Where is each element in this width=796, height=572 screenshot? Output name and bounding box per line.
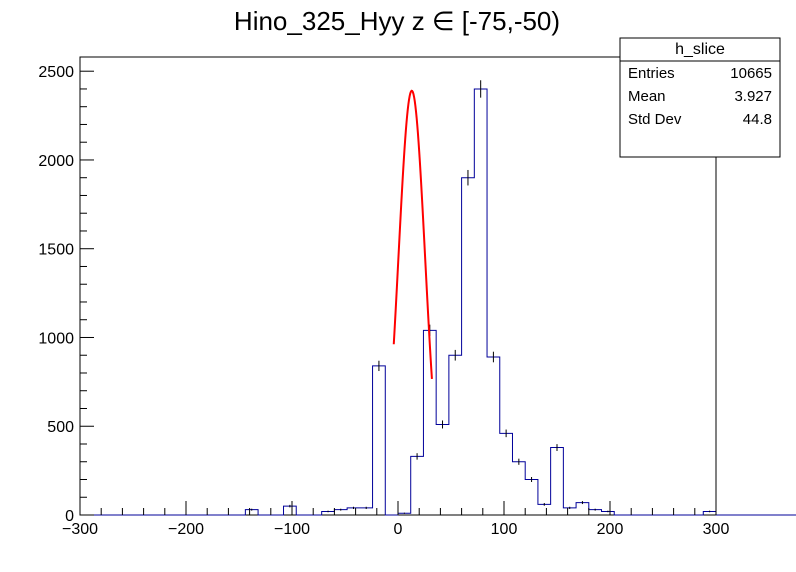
y-tick-label: 1500 <box>38 242 74 259</box>
stats-value-mean: 3.927 <box>734 88 772 105</box>
stats-value-entries: 10665 <box>730 65 772 82</box>
y-tick-label: 0 <box>65 508 74 525</box>
x-tick-label: 0 <box>394 521 403 538</box>
x-tick-label: 100 <box>491 521 518 538</box>
x-tick-label: −200 <box>168 521 204 538</box>
gaussian-fit-curve <box>392 89 433 379</box>
plot-area: −300 −200 −100 0 100 200 300 0 500 1000 1500 2000 25… <box>38 56 796 538</box>
x-tick-label: 200 <box>597 521 624 538</box>
chart-title: Hino_325_Hyy z ∈ [-75,-50) <box>234 6 560 36</box>
stats-box-frame <box>619 37 781 158</box>
stats-box: h_slice Entries 10665 Mean 3.927 Std Dev… <box>619 37 781 158</box>
y-tick-label: 2000 <box>38 153 74 170</box>
y-tick-label: 500 <box>47 419 74 436</box>
y-tick-label: 1000 <box>38 330 74 347</box>
y-tick-label: 2500 <box>38 64 74 81</box>
stats-value-stddev: 44.8 <box>743 111 772 128</box>
x-tick-label: −300 <box>62 521 98 538</box>
x-tick-label: 300 <box>703 521 730 538</box>
stats-label-stddev: Std Dev <box>628 111 682 128</box>
histogram-outline <box>80 88 796 516</box>
x-tick-label: −100 <box>274 521 310 538</box>
stats-label-mean: Mean <box>628 88 666 105</box>
stats-box-name: h_slice <box>675 41 725 58</box>
stats-label-entries: Entries <box>628 65 675 82</box>
